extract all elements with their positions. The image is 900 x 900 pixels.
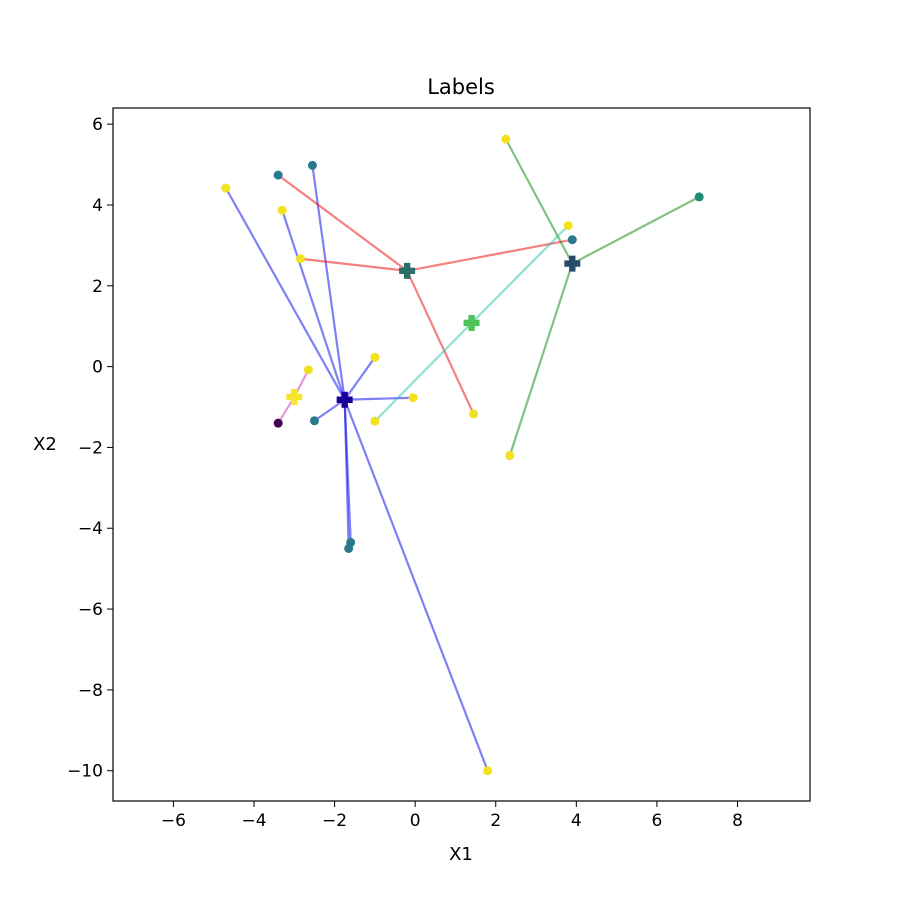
data-points [221, 134, 704, 776]
y-tick-label: 2 [92, 277, 103, 297]
plot-frame [112, 107, 811, 802]
connector-line [470, 224, 570, 324]
cluster-centers [286, 255, 581, 408]
connector-line [224, 187, 346, 401]
y-tick-label: 0 [92, 358, 103, 378]
y-tick-label: −8 [78, 681, 103, 701]
chart-title: Labels [427, 75, 495, 99]
x-tick-label: −6 [161, 811, 186, 831]
data-point [273, 418, 283, 428]
data-point [277, 205, 287, 215]
connector-line [277, 174, 408, 272]
data-point [469, 409, 479, 419]
y-tick-label: −2 [78, 438, 103, 458]
x-axis-title: X1 [449, 844, 473, 865]
connector-line [374, 322, 473, 422]
y-axis-title: X2 [33, 434, 57, 455]
x-tick-label: −4 [241, 811, 266, 831]
connector-lines [224, 138, 700, 772]
data-point [483, 766, 493, 776]
y-axis: −10 −8 −6 −4 −2 0 2 4 6 [67, 115, 113, 782]
data-point [273, 170, 283, 180]
cluster-center-marker [463, 314, 480, 331]
y-tick-label: 4 [92, 196, 103, 216]
connector-line [343, 399, 350, 549]
connector-line [406, 270, 475, 415]
connector-line [571, 195, 700, 265]
data-point [303, 365, 313, 375]
data-point [370, 352, 380, 362]
connector-line [504, 138, 574, 265]
x-tick-label: 4 [571, 811, 582, 831]
y-tick-label: −10 [67, 762, 103, 782]
data-point [309, 416, 319, 426]
x-axis: −6 −4 −2 0 2 4 6 8 [161, 801, 743, 831]
data-point [408, 393, 418, 403]
data-point [344, 543, 354, 553]
y-tick-label: 6 [92, 115, 103, 135]
connector-line [344, 396, 414, 401]
cluster-center-marker [286, 388, 303, 405]
data-point [505, 451, 515, 461]
cluster-center-marker [564, 255, 581, 272]
connector-line [300, 257, 408, 272]
connector-line [343, 356, 376, 401]
connector-line [406, 238, 573, 272]
y-tick-label: −4 [78, 519, 103, 539]
x-tick-label: −2 [322, 811, 347, 831]
connector-line [311, 165, 346, 400]
y-tick-label: −6 [78, 600, 103, 620]
data-point [694, 192, 704, 202]
connector-line [508, 263, 574, 456]
x-tick-label: 6 [651, 811, 662, 831]
data-point [567, 235, 577, 245]
connector-line [281, 209, 346, 401]
cluster-center-marker [399, 262, 416, 279]
connector-line [313, 398, 346, 422]
connector-line [343, 399, 489, 772]
data-point [307, 160, 317, 170]
data-point [370, 416, 380, 426]
data-point [563, 221, 573, 231]
x-tick-label: 2 [490, 811, 501, 831]
data-point [295, 254, 305, 264]
x-tick-label: 0 [410, 811, 421, 831]
x-tick-label: 8 [732, 811, 743, 831]
data-point [221, 183, 231, 193]
cluster-center-marker [336, 391, 353, 408]
data-point [501, 134, 511, 144]
